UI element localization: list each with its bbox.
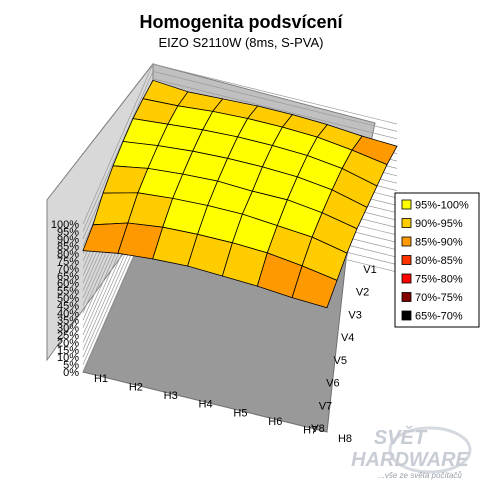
legend-label: 95%-100% [415,200,469,212]
z-tick-label: 15% [57,345,79,357]
legend-label: 65%-70% [415,311,463,323]
watermark-brand-line2: HARDWARE [351,449,469,471]
z-tick-label: 40% [57,308,79,320]
z-tick-label: 55% [57,286,79,298]
z-tick-label: 80% [57,249,79,261]
z-tick-label: 45% [57,300,79,312]
y-tick-label: V6 [326,378,339,390]
y-tick-label: V8 [311,423,324,435]
z-tick-label: 20% [57,337,79,349]
x-tick-label: H6 [268,416,282,428]
legend-swatch [401,255,412,265]
z-tick-label: 85% [57,241,79,253]
legend-swatch [401,273,412,284]
legend-label: 80%-85% [415,255,463,267]
watermark-logo: SVĚT HARDWARE ...vše ze světa počítačů [351,425,472,480]
gridline [82,70,398,232]
legend: 95%-100% 90%-95% 85%-90% 80%-85% 75%-80% 70%-… [401,199,469,323]
x-tick-label: H1 [94,373,108,385]
legend-swatch [401,310,412,321]
legend-swatch [401,218,412,228]
legend-label: 70%-75% [415,292,463,304]
x-tick-label: H2 [129,382,143,394]
legend-swatch [401,236,412,247]
z-tick-label: 30% [57,323,79,335]
y-tick-label: V4 [341,332,354,344]
y-axis-ticks: V1 V2 V3 V4 V5 V6 V7 V8 [311,264,376,435]
z-tick-label: 0% [63,367,79,379]
z-tick-label: 50% [57,293,79,305]
y-tick-label: V5 [334,355,347,367]
surface-plot [82,79,398,309]
y-tick-label: V3 [348,309,361,321]
z-tick-label: 10% [57,352,79,364]
z-tick-label: 60% [57,278,79,290]
surface-cell [291,265,338,309]
chart-title: Homogenita podsvícení [139,12,343,32]
watermark-brand-line1: SVĚT [374,425,428,449]
z-axis-ticks: 0%5%10%15%20%25%30%35%40%45%50%55%60%65%… [51,219,79,379]
x-tick-label: H8 [338,433,352,445]
x-tick-label: H5 [233,407,247,419]
z-tick-label: 95% [57,226,79,238]
gridline [82,63,398,225]
x-tick-label: H3 [164,390,178,402]
z-tick-label: 70% [57,263,79,275]
y-tick-label: V7 [319,400,332,412]
y-tick-label: V2 [356,287,369,299]
z-tick-label: 25% [57,330,79,342]
legend-label: 85%-90% [415,237,463,249]
z-tick-label: 35% [57,315,79,327]
legend-swatch [401,199,412,210]
y-tick-label: V1 [363,264,376,276]
z-tick-label: 5% [63,360,79,372]
x-tick-label: H7 [303,424,317,436]
z-tick-label: 75% [57,256,79,268]
z-tick-label: 100% [51,219,79,231]
legend-label: 90%-95% [415,218,463,230]
x-tick-label: H4 [199,399,213,411]
x-axis-ticks: H1 H2 H3 H4 H5 H6 H7 H8 [94,373,352,445]
watermark-tagline: ...vše ze světa počítačů [378,471,462,480]
legend-label: 75%-80% [415,274,463,286]
legend-swatch [401,292,412,302]
z-tick-label: 90% [57,234,79,246]
z-tick-label: 65% [57,271,79,283]
chart-subtitle: EIZO S2110W (8ms, S-PVA) [159,35,324,50]
